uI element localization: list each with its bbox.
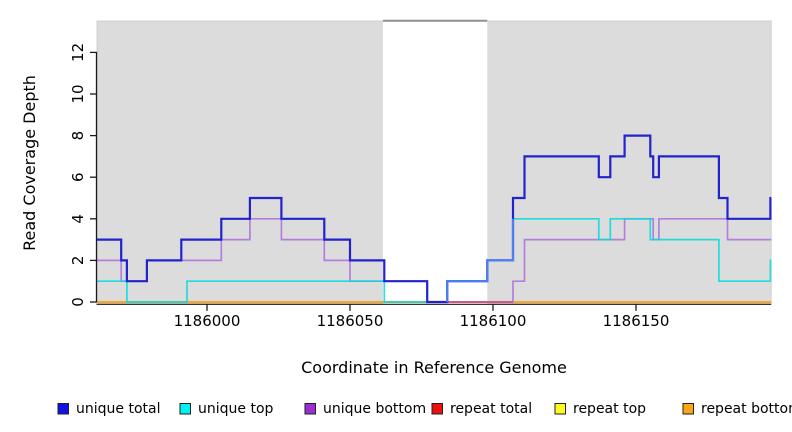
series-layer <box>96 134 772 304</box>
x-tick-label: 1186100 <box>460 312 527 330</box>
legend-swatch-unique-top <box>179 403 191 415</box>
legend-item-unique-bottom: unique bottom <box>304 401 426 417</box>
y-tick-label: 12 <box>69 43 87 62</box>
x-tick-label: 1186050 <box>317 312 384 330</box>
legend-item-unique-total: unique total <box>57 401 160 417</box>
legend-label-repeat-bottom: repeat bottom <box>701 401 792 417</box>
legend-swatch-unique-bottom <box>304 403 316 415</box>
legend-label-unique-bottom: unique bottom <box>323 401 426 417</box>
legend-label-unique-top: unique top <box>198 401 274 417</box>
x-axis-title: Coordinate in Reference Genome <box>301 358 567 377</box>
y-tick-label: 10 <box>69 84 87 103</box>
legend-label-unique-total: unique total <box>76 401 160 417</box>
y-tick-label: 8 <box>69 131 87 141</box>
legend-item-repeat-top: repeat top <box>554 401 646 417</box>
y-tick-label: 4 <box>69 214 87 224</box>
y-tick-label: 0 <box>69 297 87 307</box>
y-axis-title: Read Coverage Depth <box>20 75 39 251</box>
y-tick-label: 6 <box>69 172 87 182</box>
mask-region <box>382 19 488 305</box>
x-tick-label: 1186150 <box>603 312 670 330</box>
legend-item-repeat-bottom: repeat bottom <box>682 401 792 417</box>
series-overlay-total-top <box>446 218 515 302</box>
legend-swatch-repeat-bottom <box>682 403 694 415</box>
legend-swatch-repeat-total <box>431 403 443 415</box>
x-tick-label: 1186000 <box>174 312 241 330</box>
legend: unique total unique top unique bottom re… <box>57 401 792 417</box>
legend-item-repeat-total: repeat total <box>431 401 532 417</box>
legend-label-repeat-total: repeat total <box>450 401 532 417</box>
axis-layer: 0 2 4 6 8 10 12 1186000 1186050 1186100 1186150 <box>69 43 772 330</box>
legend-label-repeat-top: repeat top <box>573 401 646 417</box>
legend-item-unique-top: unique top <box>179 401 274 417</box>
y-tick-label: 2 <box>69 256 87 266</box>
legend-swatch-unique-total <box>57 403 69 415</box>
legend-swatch-repeat-top <box>554 403 566 415</box>
mask-layer <box>382 19 488 305</box>
